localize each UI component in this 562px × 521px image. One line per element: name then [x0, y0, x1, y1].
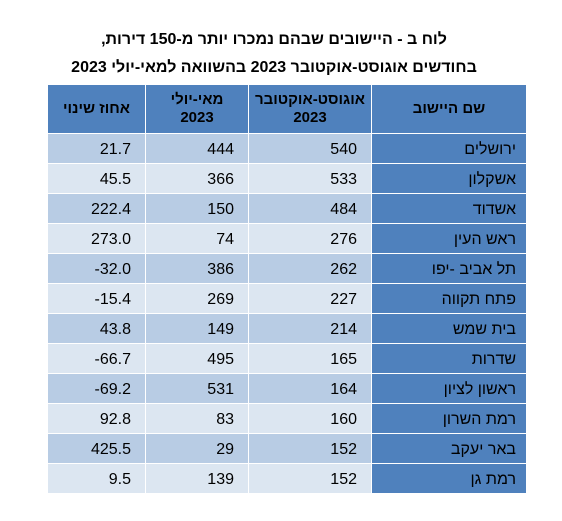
cell-aug-oct: 484: [248, 193, 372, 224]
table-row: -32.0 386 262 תל אביב -יפו: [47, 253, 527, 284]
cell-settlement-name: ירושלים: [371, 133, 527, 164]
cell-may-jul: 386: [145, 253, 249, 284]
cell-change: 21.7: [47, 133, 146, 164]
header-settlement-name: שם היישוב: [371, 84, 527, 134]
cell-aug-oct: 540: [248, 133, 372, 164]
cell-may-jul: 149: [145, 313, 249, 344]
cell-settlement-name: תל אביב -יפו: [371, 253, 527, 284]
table-title-line1: לוח ב - היישובים שבהם נמכרו יותר מ-150 ד…: [101, 31, 447, 48]
cell-may-jul: 74: [145, 223, 249, 254]
cell-settlement-name: פתח תקווה: [371, 283, 527, 314]
table-row: 92.8 83 160 רמת השרון: [47, 403, 527, 434]
table-body: 21.7 444 540 ירושלים 45.5 366 533 אשקלון 222.4 15…: [47, 133, 527, 494]
cell-may-jul: 366: [145, 163, 249, 194]
cell-settlement-name: רמת השרון: [371, 403, 527, 434]
cell-aug-oct: 160: [248, 403, 372, 434]
table-row: 273.0 74 276 ראש העין: [47, 223, 527, 254]
header-change: אחוז שינוי: [47, 84, 146, 134]
cell-aug-oct: 152: [248, 433, 372, 464]
table-row: 43.8 149 214 בית שמש: [47, 313, 527, 344]
cell-change: 9.5: [47, 463, 146, 494]
cell-may-jul: 83: [145, 403, 249, 434]
cell-change: -66.7: [47, 343, 146, 374]
cell-change: 45.5: [47, 163, 146, 194]
cell-settlement-name: שדרות: [371, 343, 527, 374]
table-title-line2: בחודשים אוגוסט-אוקטובר 2023 בהשוואה למאי…: [71, 59, 477, 76]
cell-change: 425.5: [47, 433, 146, 464]
cell-settlement-name: באר יעקב: [371, 433, 527, 464]
cell-may-jul: 150: [145, 193, 249, 224]
cell-change: 273.0: [47, 223, 146, 254]
cell-change: 43.8: [47, 313, 146, 344]
cell-settlement-name: ראשון לציון: [371, 373, 527, 404]
cell-may-jul: 139: [145, 463, 249, 494]
cell-settlement-name: רמת גן: [371, 463, 527, 494]
cell-settlement-name: אשקלון: [371, 163, 527, 194]
cell-change: 92.8: [47, 403, 146, 434]
table-row: -15.4 269 227 פתח תקווה: [47, 283, 527, 314]
cell-aug-oct: 227: [248, 283, 372, 314]
table-row: -66.7 495 165 שדרות: [47, 343, 527, 374]
cell-aug-oct: 533: [248, 163, 372, 194]
cell-aug-oct: 164: [248, 373, 372, 404]
cell-may-jul: 495: [145, 343, 249, 374]
cell-aug-oct: 214: [248, 313, 372, 344]
table-row: 45.5 366 533 אשקלון: [47, 163, 527, 194]
table-row: 21.7 444 540 ירושלים: [47, 133, 527, 164]
settlements-sales-table: אחוז שינוי מאי-יולי 2023 אוגוסט-אוקטובר …: [47, 84, 527, 494]
table-row: 425.5 29 152 באר יעקב: [47, 433, 527, 464]
cell-aug-oct: 276: [248, 223, 372, 254]
table-row: 222.4 150 484 אשדוד: [47, 193, 527, 224]
cell-may-jul: 531: [145, 373, 249, 404]
cell-change: -15.4: [47, 283, 146, 314]
header-aug-oct: אוגוסט-אוקטובר 2023: [248, 84, 372, 134]
cell-change: -32.0: [47, 253, 146, 284]
cell-settlement-name: אשדוד: [371, 193, 527, 224]
cell-change: 222.4: [47, 193, 146, 224]
cell-may-jul: 29: [145, 433, 249, 464]
table-row: -69.2 531 164 ראשון לציון: [47, 373, 527, 404]
cell-may-jul: 269: [145, 283, 249, 314]
cell-aug-oct: 262: [248, 253, 372, 284]
table-row: 9.5 139 152 רמת גן: [47, 463, 527, 494]
cell-aug-oct: 165: [248, 343, 372, 374]
header-may-jul: מאי-יולי 2023: [145, 84, 249, 134]
cell-settlement-name: בית שמש: [371, 313, 527, 344]
cell-may-jul: 444: [145, 133, 249, 164]
table-header-row: אחוז שינוי מאי-יולי 2023 אוגוסט-אוקטובר …: [47, 84, 527, 134]
cell-change: -69.2: [47, 373, 146, 404]
cell-settlement-name: ראש העין: [371, 223, 527, 254]
cell-aug-oct: 152: [248, 463, 372, 494]
